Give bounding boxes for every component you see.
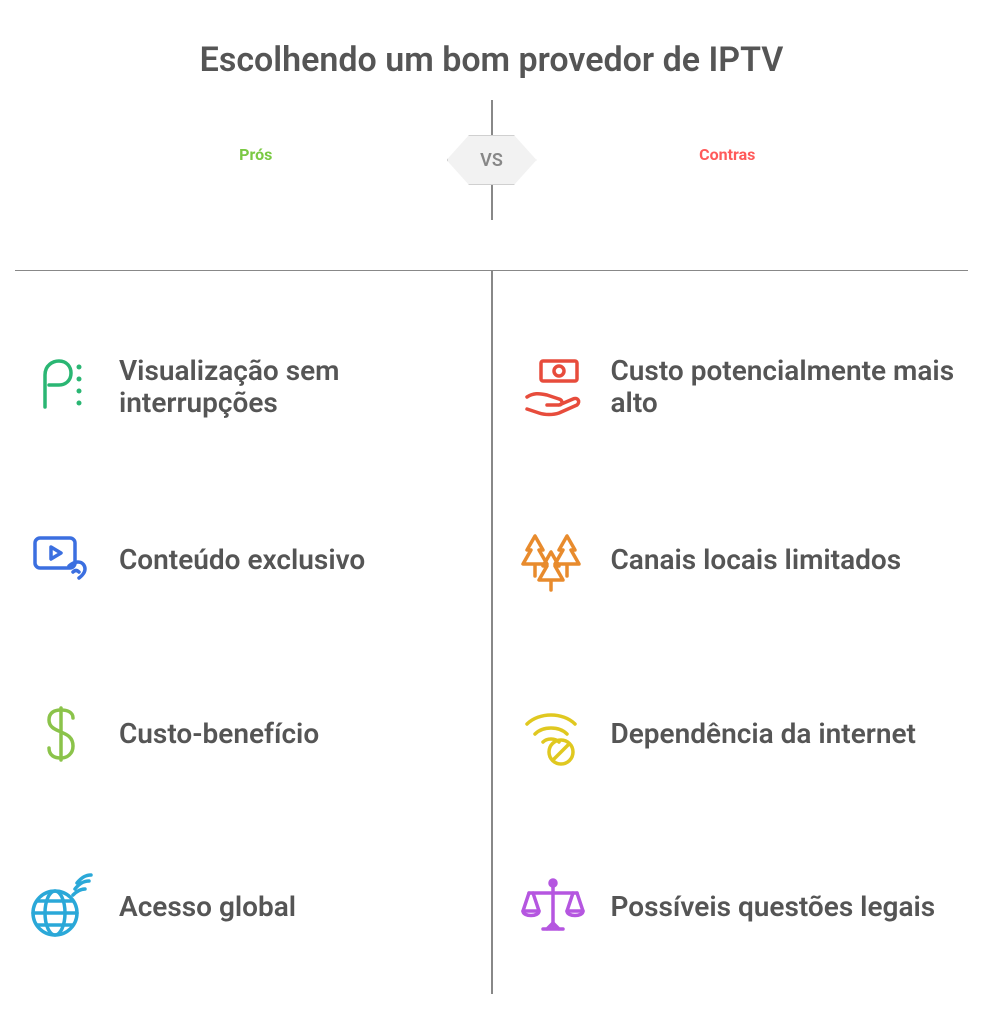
pros-item: Acesso global xyxy=(25,871,467,943)
divider-line-bottom xyxy=(491,185,493,220)
page-title: Escolhendo um bom provedor de IPTV xyxy=(20,40,963,80)
trees-icon xyxy=(517,524,589,596)
cons-item-label: Possíveis questões legais xyxy=(611,891,936,923)
cons-item: Canais locais limitados xyxy=(517,524,959,596)
globe-icon xyxy=(25,871,97,943)
vs-section: VS Prós Contras xyxy=(20,100,963,220)
column-headers: Prós Contras xyxy=(20,145,963,164)
pros-item-label: Conteúdo exclusivo xyxy=(119,544,365,576)
cons-header: Contras xyxy=(492,145,964,164)
pros-item-label: Acesso global xyxy=(119,891,296,923)
cons-item: Dependência da internet xyxy=(517,698,959,770)
pros-column: Visualização sem interrupções Conteúdo ex… xyxy=(0,300,492,994)
pros-item: Custo-benefício xyxy=(25,698,467,770)
cons-column: Custo potencialmente mais alto Canais loc… xyxy=(492,300,983,994)
content-columns: Visualização sem interrupções Conteúdo ex… xyxy=(0,300,983,994)
pros-item: Conteúdo exclusivo xyxy=(25,524,467,596)
infographic-container: Escolhendo um bom provedor de IPTV VS Pr… xyxy=(0,0,983,1024)
pros-header: Prós xyxy=(20,145,492,164)
scales-icon xyxy=(517,871,589,943)
cons-item-label: Dependência da internet xyxy=(611,718,916,750)
dollar-icon xyxy=(25,698,97,770)
pros-item-label: Custo-benefício xyxy=(119,718,319,750)
cons-item-label: Custo potencialmente mais alto xyxy=(611,355,959,419)
exclusive-icon xyxy=(25,524,97,596)
cons-item: Possíveis questões legais xyxy=(517,871,959,943)
pros-item: Visualização sem interrupções xyxy=(25,351,467,423)
stream-icon xyxy=(25,351,97,423)
cons-item-label: Canais locais limitados xyxy=(611,544,902,576)
wifi-block-icon xyxy=(517,698,589,770)
pros-item-label: Visualização sem interrupções xyxy=(119,355,467,419)
cons-item: Custo potencialmente mais alto xyxy=(517,351,959,423)
divider-line-top xyxy=(491,100,493,135)
money-hand-icon xyxy=(517,351,589,423)
